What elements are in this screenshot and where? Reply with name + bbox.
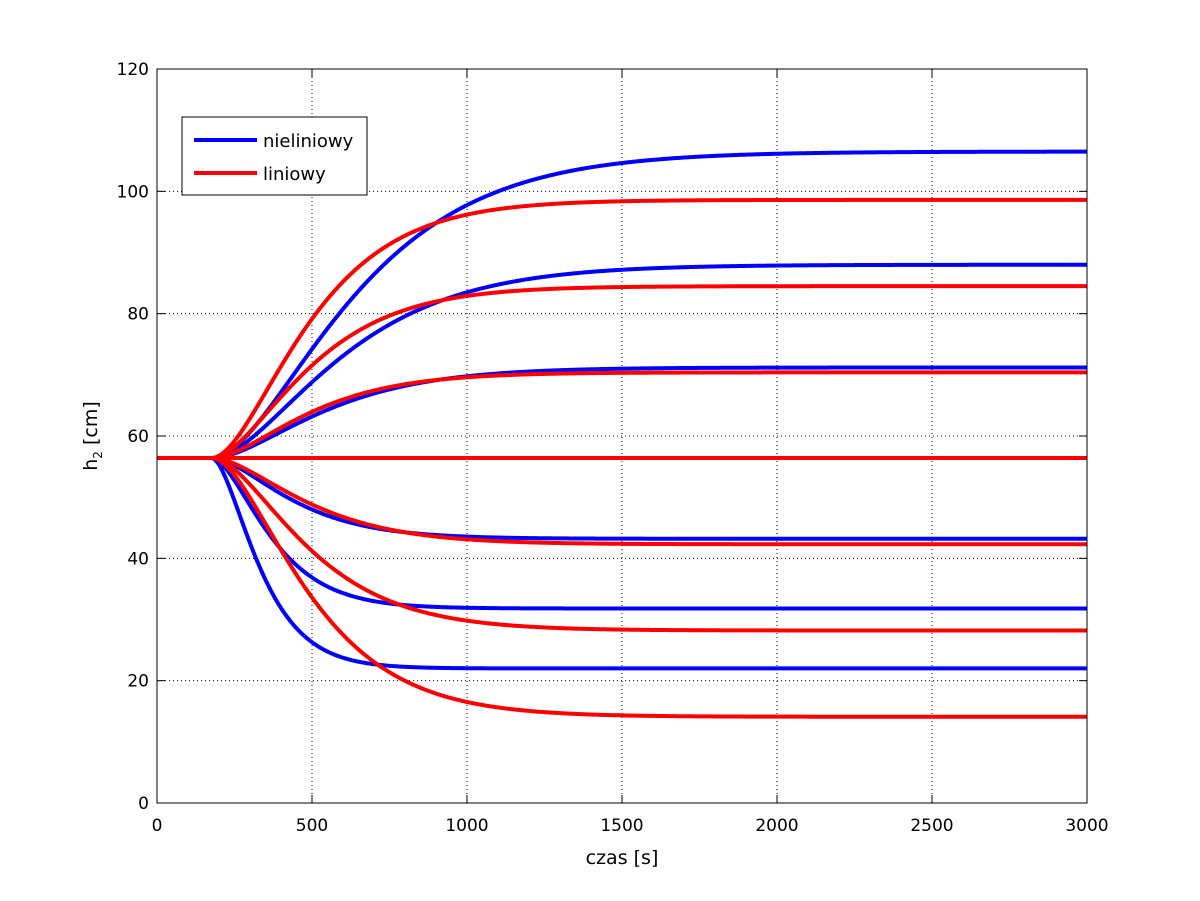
x-tick-label: 2000 bbox=[755, 816, 798, 836]
x-tick-label: 3000 bbox=[1065, 816, 1108, 836]
y-tick-label: 120 bbox=[117, 60, 149, 80]
y-axis-label-text: h2 [cm] bbox=[80, 401, 105, 471]
x-tick-label: 1500 bbox=[600, 816, 643, 836]
y-tick-label: 20 bbox=[127, 672, 149, 692]
series-line-nieliniowy-1 bbox=[156, 262, 1088, 461]
series-layer bbox=[156, 149, 1088, 719]
x-axis-label: czas [s] bbox=[586, 847, 659, 869]
y-axis-label-unit: [cm] bbox=[80, 401, 102, 451]
y-tick-label: 0 bbox=[138, 794, 149, 814]
y-axis-label-subscript: 2 bbox=[91, 451, 105, 459]
x-tick-label: 2500 bbox=[910, 816, 953, 836]
legend-label-nieliniowy: nieliniowy bbox=[263, 131, 354, 152]
series-line-nieliniowy-6 bbox=[156, 456, 1088, 671]
series-line-liniowy-7 bbox=[156, 197, 1088, 461]
y-tick-label: 100 bbox=[117, 182, 149, 202]
series-line-liniowy-11 bbox=[156, 456, 1088, 547]
y-axis-label: h2 [cm] bbox=[80, 401, 105, 471]
series-line-liniowy-8 bbox=[156, 284, 1088, 461]
y-axis-label-base: h bbox=[80, 459, 102, 471]
y-tick-label: 80 bbox=[127, 305, 149, 325]
series-line-nieliniowy-5 bbox=[156, 456, 1088, 611]
legend-label-liniowy: liniowy bbox=[263, 164, 326, 185]
series-line-liniowy-13 bbox=[156, 456, 1088, 719]
legend: nieliniowy liniowy bbox=[181, 116, 368, 196]
tick-marks bbox=[156, 68, 1088, 804]
x-tick-label: 0 bbox=[152, 816, 163, 836]
y-tick-label: 60 bbox=[127, 427, 149, 447]
series-line-liniowy-9 bbox=[156, 370, 1088, 461]
x-tick-label: 500 bbox=[296, 816, 328, 836]
series-line-nieliniowy-4 bbox=[156, 456, 1088, 541]
series-line-liniowy-12 bbox=[156, 456, 1088, 633]
x-tick-label: 1000 bbox=[445, 816, 488, 836]
legend-box bbox=[181, 116, 368, 196]
grid bbox=[157, 69, 1087, 803]
y-tick-label: 40 bbox=[127, 549, 149, 569]
series-line-nieliniowy-2 bbox=[156, 365, 1088, 461]
series-line-nieliniowy-0 bbox=[156, 149, 1088, 461]
tick-labels: 0 500 1000 1500 2000 2500 3000 0 20 40 60 80 100 120 bbox=[117, 60, 1109, 836]
